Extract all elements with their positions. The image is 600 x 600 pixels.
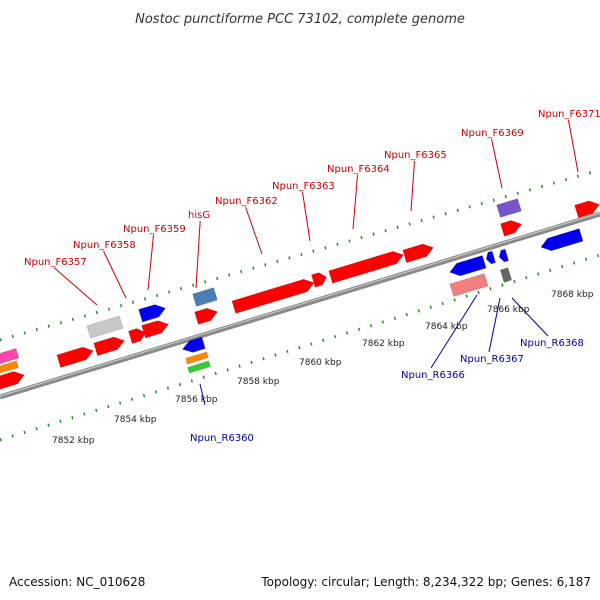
scale-tick-label: 7856 kbp <box>175 395 218 405</box>
gene-red-4[interactable] <box>141 318 171 339</box>
label-forward-2[interactable]: Npun_F6359 <box>123 224 186 235</box>
gene-blue-3[interactable] <box>448 255 487 279</box>
connector-f-0 <box>54 267 98 306</box>
gene-red-9[interactable] <box>402 241 435 263</box>
scale-tick-label: 7858 kbp <box>237 377 280 387</box>
gene-darkgray[interactable] <box>499 267 513 283</box>
gene-red-1[interactable] <box>56 345 95 368</box>
label-forward-0[interactable]: Npun_F6357 <box>24 257 87 268</box>
scale-tick-label: 7868 kbp <box>551 290 594 300</box>
gene-blue-2[interactable] <box>181 336 206 355</box>
connector-f-2 <box>147 234 154 291</box>
scale-tick-label: 7866 kbp <box>487 305 530 315</box>
label-reverse-3[interactable]: Npun_R6368 <box>520 338 584 349</box>
scale-tick-label: 7862 kbp <box>362 339 405 349</box>
lower-tick-dots <box>0 253 600 442</box>
backbone-highlight <box>0 212 600 397</box>
gene-red-edge[interactable] <box>0 369 26 392</box>
scale-tick-label: 7860 kbp <box>299 358 342 368</box>
scale-tick-labels: 7852 kbp 7854 kbp 7856 kbp 7858 kbp 7860 kbp… <box>52 290 594 446</box>
connector-r-0 <box>199 383 206 406</box>
gene-purple[interactable] <box>496 198 522 218</box>
accession-text: Accession: NC_010628 <box>9 575 145 589</box>
gene-red-11[interactable] <box>574 198 600 219</box>
connector-f-6 <box>352 174 358 230</box>
gene-red-7[interactable] <box>311 271 328 288</box>
gene-red-5[interactable] <box>194 306 220 325</box>
gene-blue-4[interactable] <box>539 228 584 254</box>
connector-f-8 <box>491 138 503 189</box>
gene-blue-1[interactable] <box>138 302 168 323</box>
gene-lightred[interactable] <box>449 273 489 297</box>
gene-blue-small-2[interactable] <box>497 248 509 263</box>
label-reverse-0[interactable]: Npun_R6360 <box>190 433 254 444</box>
genome-summary-text: Topology: circular; Length: 8,234,322 bp… <box>260 575 591 589</box>
label-forward-8[interactable]: Npun_F6369 <box>461 128 524 139</box>
gene-features <box>0 198 600 392</box>
gene-magenta[interactable] <box>0 348 20 366</box>
label-forward-9[interactable]: Npun_F6371 <box>538 109 600 120</box>
lower-tick-track <box>0 253 600 442</box>
gene-gray-1[interactable] <box>86 315 124 339</box>
gene-red-2[interactable] <box>93 334 126 356</box>
gene-red-6[interactable] <box>231 277 316 314</box>
connector-r-2 <box>488 297 501 353</box>
gene-red-10[interactable] <box>500 218 524 237</box>
gene-red-8[interactable] <box>328 249 405 284</box>
map-title: Nostoc punctiforme PCC 73102, complete g… <box>135 12 465 27</box>
gene-orange[interactable] <box>185 351 209 365</box>
scale-tick-label: 7864 kbp <box>425 322 468 332</box>
scale-tick-label: 7852 kbp <box>52 436 95 446</box>
label-forward-3[interactable]: hisG <box>188 210 210 221</box>
gene-steelblue[interactable] <box>192 287 218 307</box>
backbone-line <box>0 211 600 400</box>
gene-orange-left[interactable] <box>0 360 19 376</box>
label-reverse-1[interactable]: Npun_R6366 <box>401 370 465 381</box>
connector-f-9 <box>568 119 579 173</box>
gene-green[interactable] <box>187 360 211 374</box>
gene-red-3[interactable] <box>128 326 147 344</box>
label-reverse-2[interactable]: Npun_R6367 <box>460 354 524 365</box>
scale-tick-label: 7854 kbp <box>114 415 157 425</box>
genome-backbone <box>0 211 600 400</box>
connector-r-1 <box>430 294 478 369</box>
connector-f-3 <box>195 220 201 289</box>
label-forward-1[interactable]: Npun_F6358 <box>73 240 136 251</box>
connector-f-7 <box>410 160 415 212</box>
label-connectors <box>54 119 579 406</box>
label-forward-5[interactable]: Npun_F6363 <box>272 181 335 192</box>
label-forward-4[interactable]: Npun_F6362 <box>215 196 278 207</box>
connector-f-5 <box>302 191 311 242</box>
gene-blue-small-1[interactable] <box>484 250 496 265</box>
label-forward-7[interactable]: Npun_F6365 <box>384 150 447 161</box>
connector-f-1 <box>103 250 127 299</box>
label-forward-6[interactable]: Npun_F6364 <box>327 164 390 175</box>
connector-r-3 <box>511 297 549 337</box>
connector-f-4 <box>245 206 263 255</box>
